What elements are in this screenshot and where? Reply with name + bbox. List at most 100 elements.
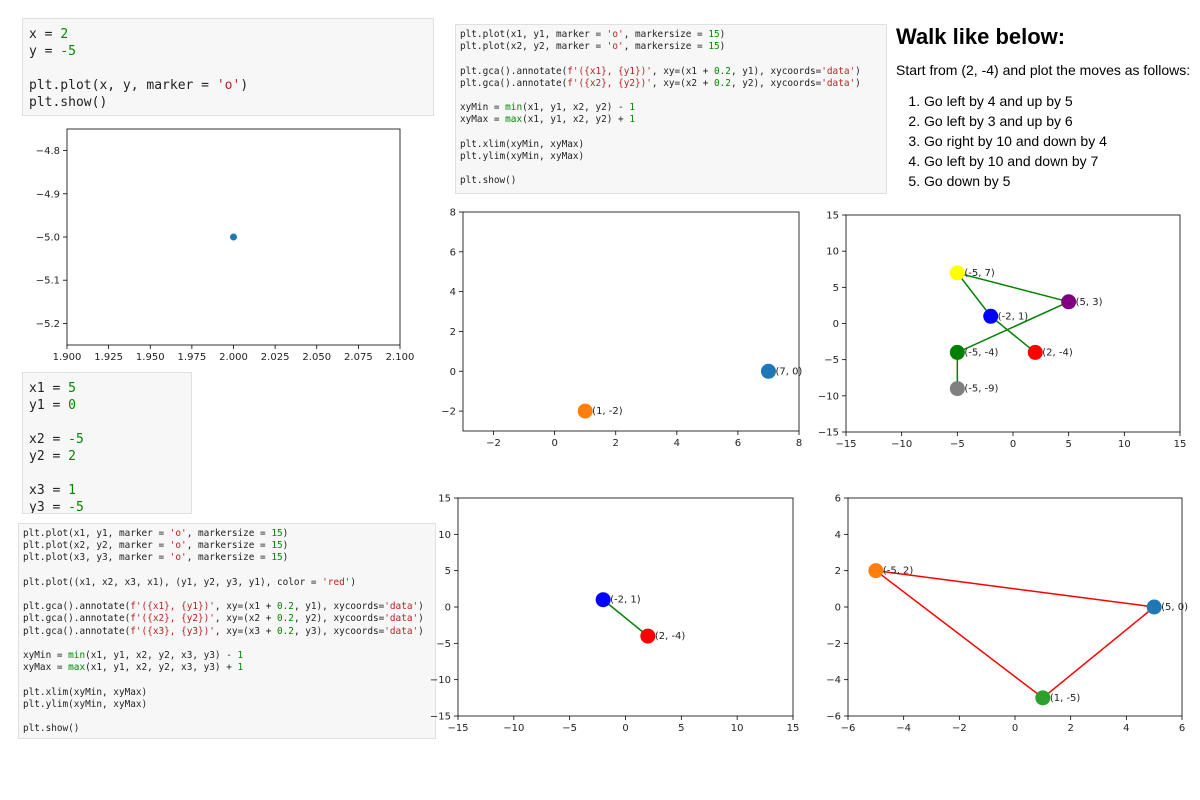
y-tick-label: 15 xyxy=(826,211,839,222)
data-point xyxy=(595,592,611,608)
x-tick-label: 4 xyxy=(674,438,680,449)
instructions-panel: Walk like below: Start from (2, -4) and … xyxy=(896,24,1196,191)
x-tick-label: 1.975 xyxy=(178,352,207,363)
x-tick-label: 15 xyxy=(787,723,800,734)
x-tick-label: 2.100 xyxy=(386,352,415,363)
y-tick-label: 0 xyxy=(833,319,839,330)
plot-first-move: −15 −10 −5 0 5 10 15 −15 −10 −5 0 5 10 15 (-2, 1) (2, -… xyxy=(430,494,800,735)
x-tick-label: −2 xyxy=(952,723,967,734)
data-point xyxy=(1027,344,1043,360)
y-tick-label: 4 xyxy=(450,287,456,298)
steps-list: Go left by 4 and up by 5 Go left by 3 an… xyxy=(896,91,1196,191)
y-tick-label: 15 xyxy=(438,494,451,505)
plot-frame xyxy=(462,211,800,432)
y-tick-label: 5 xyxy=(445,566,451,577)
x-tick-label: 15 xyxy=(1174,439,1187,450)
x-tick-label: 2.050 xyxy=(302,352,331,363)
step-item: Go right by 10 and down by 4 xyxy=(924,131,1196,151)
y-tick-label: 6 xyxy=(835,494,841,505)
instructions-title: Walk like below: xyxy=(896,24,1066,49)
data-point xyxy=(640,628,656,644)
data-point xyxy=(577,403,593,419)
plot-triangle: −6 −4 −2 0 2 4 6 −6 −4 −2 0 2 4 6 (5, 0) (-5, 2) (1, -5) xyxy=(826,494,1188,735)
point-label: (-2, 1) xyxy=(610,595,641,606)
x-tick-label: 4 xyxy=(1123,723,1129,734)
x-tick-label: −4 xyxy=(896,723,911,734)
point-label: (-5, 2) xyxy=(883,566,914,577)
data-point xyxy=(1035,690,1051,706)
y-tick-label: 0 xyxy=(445,603,451,614)
y-tick-label: −5 xyxy=(824,355,839,366)
x-tick-label: 2 xyxy=(1067,723,1073,734)
x-tick-label: −15 xyxy=(835,439,856,450)
code-cell-triangle[interactable]: plt.plot(x1, y1, marker = 'o', markersiz… xyxy=(18,523,436,739)
y-tick-label: −5 xyxy=(436,639,451,650)
y-tick-label: −10 xyxy=(818,391,839,402)
x-tick-label: 8 xyxy=(796,438,802,449)
data-point xyxy=(949,381,965,397)
x-tick-label: −10 xyxy=(503,723,524,734)
code-block: plt.plot(x1, y1, marker = 'o', markersiz… xyxy=(23,528,424,735)
y-tick-label: 10 xyxy=(438,530,451,541)
plot-frame xyxy=(847,497,1183,717)
y-tick-label: 2 xyxy=(835,566,841,577)
x-tick-label: 5 xyxy=(1065,439,1071,450)
data-point xyxy=(868,563,884,579)
y-tick-label: 0 xyxy=(450,367,456,378)
data-point xyxy=(230,233,237,241)
code-block: x = 2 y = -5 plt.plot(x, y, marker = 'o'… xyxy=(29,27,249,110)
x-tick-label: 2.000 xyxy=(219,352,248,363)
point-label: (5, 3) xyxy=(1076,297,1103,308)
instructions-intro: Start from (2, -4) and plot the moves as… xyxy=(896,62,1191,78)
point-label: (-5, -9) xyxy=(964,384,998,395)
plot-frame xyxy=(845,214,1181,433)
data-point xyxy=(949,265,965,281)
data-point xyxy=(983,308,999,324)
x-tick-label: 6 xyxy=(1179,723,1185,734)
y-tick-label: 6 xyxy=(450,247,456,258)
code-block: x1 = 5 y1 = 0 x2 = -5 y2 = 2 x3 = 1 y3 =… xyxy=(29,381,84,514)
x-tick-label: −15 xyxy=(447,723,468,734)
x-tick-label: 1.925 xyxy=(94,352,123,363)
y-tick-label: 0 xyxy=(835,603,841,614)
y-tick-label: 5 xyxy=(833,283,839,294)
y-tick-label: −10 xyxy=(430,675,451,686)
plot-frame xyxy=(457,497,794,717)
y-tick-label: −15 xyxy=(818,428,839,439)
point-label: (2, -4) xyxy=(655,631,686,642)
y-tick-label: −5.1 xyxy=(36,276,60,287)
data-point xyxy=(949,344,965,360)
y-tick-label: 4 xyxy=(835,530,841,541)
step-item: Go left by 4 and up by 5 xyxy=(924,91,1196,111)
code-cell-single-point[interactable]: x = 2 y = -5 plt.plot(x, y, marker = 'o'… xyxy=(22,18,434,116)
y-tick-label: 2 xyxy=(450,327,456,338)
y-tick-label: −4.9 xyxy=(36,189,60,200)
point-label: (2, -4) xyxy=(1042,347,1073,358)
series-line xyxy=(873,569,1155,699)
step-item: Go left by 3 and up by 6 xyxy=(924,111,1196,131)
y-tick-label: −15 xyxy=(430,712,451,723)
y-tick-label: −2 xyxy=(441,407,456,418)
point-label: (-2, 1) xyxy=(998,311,1029,322)
x-tick-label: −2 xyxy=(486,438,501,449)
plot-two-points: −2 0 2 4 6 8 −2 0 2 4 6 8 (7, 0) (1, -2) xyxy=(441,208,802,450)
y-tick-label: 8 xyxy=(450,208,456,219)
x-tick-label: 6 xyxy=(735,438,741,449)
y-tick-label: −4.8 xyxy=(36,146,60,157)
plot-walk: −15 −10 −5 0 5 10 15 −15 −10 −5 0 5 10 15 (2, -4) (-2, … xyxy=(818,211,1187,451)
step-item: Go left by 10 and down by 7 xyxy=(924,151,1196,171)
x-tick-label: −6 xyxy=(841,723,856,734)
point-label: (7, 0) xyxy=(775,366,802,377)
x-tick-label: 2.075 xyxy=(344,352,373,363)
code-cell-variables[interactable]: x1 = 5 y1 = 0 x2 = -5 y2 = 2 x3 = 1 y3 =… xyxy=(22,372,192,514)
y-tick-label: −4 xyxy=(826,675,841,686)
data-point xyxy=(1061,294,1077,310)
step-item: Go down by 5 xyxy=(924,171,1196,191)
plot-single-point: 1.900 1.925 1.950 1.975 2.000 2.025 2.050 2.075… xyxy=(36,128,415,363)
code-cell-two-points[interactable]: plt.plot(x1, y1, marker = 'o', markersiz… xyxy=(455,24,887,194)
x-tick-label: 0 xyxy=(551,438,557,449)
code-block: plt.plot(x1, y1, marker = 'o', markersiz… xyxy=(460,29,861,187)
x-tick-label: −5 xyxy=(950,439,965,450)
point-label: (1, -5) xyxy=(1050,693,1081,704)
y-tick-label: 10 xyxy=(826,247,839,258)
